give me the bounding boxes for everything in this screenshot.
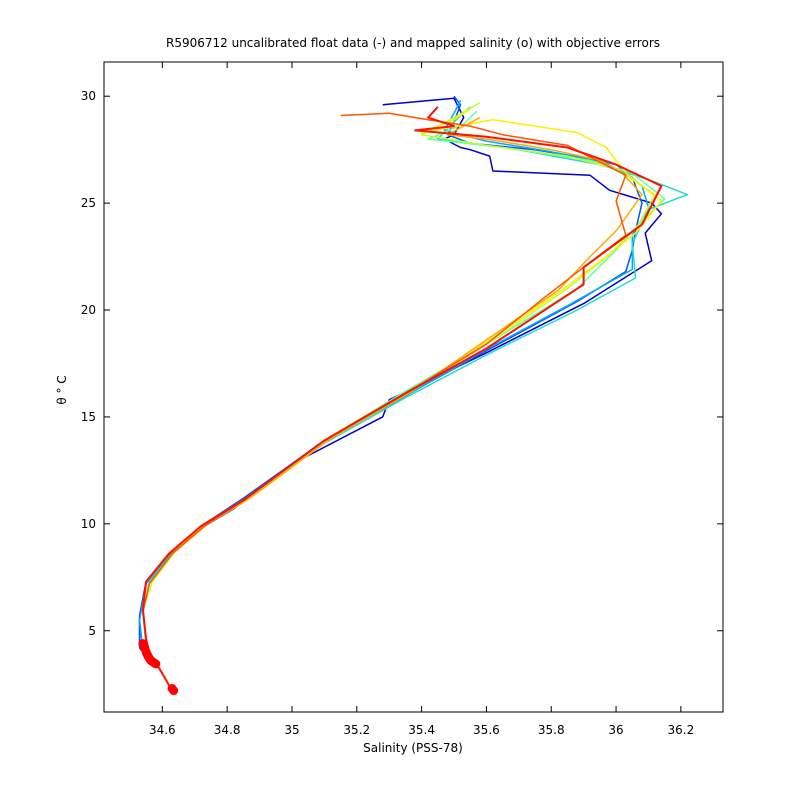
profile-line bbox=[138, 100, 650, 668]
x-tick-label: 34.6 bbox=[149, 723, 176, 737]
mapped-salinity-point bbox=[169, 686, 179, 696]
x-tick-label: 36 bbox=[608, 723, 623, 737]
y-tick-label: 25 bbox=[81, 196, 96, 210]
x-tick-label: 35.6 bbox=[473, 723, 500, 737]
y-tick-label: 15 bbox=[81, 410, 96, 424]
mapped-salinity-point bbox=[151, 659, 161, 669]
y-tick-labels: 5 10 15 20 25 30 bbox=[81, 89, 96, 638]
x-tick-label: 35 bbox=[284, 723, 299, 737]
plot-area bbox=[138, 95, 689, 696]
x-tick-label: 36.2 bbox=[668, 723, 695, 737]
y-axis-label: θ ° C bbox=[55, 375, 69, 404]
y-tick-label: 5 bbox=[88, 624, 96, 638]
y-tick-label: 30 bbox=[81, 89, 96, 103]
profile-line bbox=[142, 106, 689, 664]
x-axis-label: Salinity (PSS-78) bbox=[363, 741, 463, 755]
x-tick-labels: 34.6 34.8 35 35.2 35.4 35.6 35.8 36 36.2 bbox=[149, 723, 694, 737]
x-tick-label: 35.8 bbox=[538, 723, 565, 737]
tick-marks bbox=[104, 62, 723, 712]
x-tick-label: 35.2 bbox=[343, 723, 370, 737]
x-tick-label: 34.8 bbox=[214, 723, 241, 737]
x-tick-label: 35.4 bbox=[408, 723, 435, 737]
y-tick-label: 10 bbox=[81, 517, 96, 531]
float-data-lines bbox=[138, 95, 689, 692]
chart-title: R5906712 uncalibrated float data (-) and… bbox=[166, 36, 660, 50]
y-tick-label: 20 bbox=[81, 303, 96, 317]
profile-line bbox=[141, 106, 663, 692]
mapped-salinity-points bbox=[138, 639, 179, 696]
